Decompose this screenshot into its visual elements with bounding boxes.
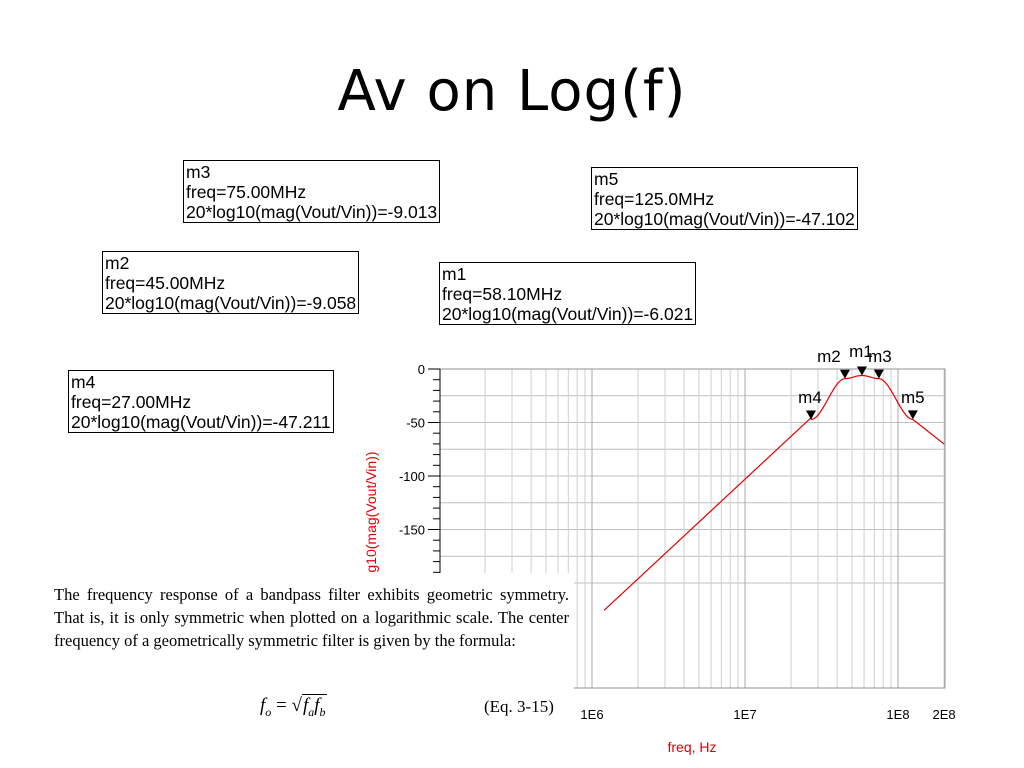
marker-box-freq: freq=75.00MHz [186, 182, 307, 202]
y-tick-label: -50 [406, 416, 425, 431]
y-tick-label: -150 [399, 523, 425, 538]
y-tick-label: -100 [399, 469, 425, 484]
marker-label-m4: m4 [798, 388, 822, 407]
marker-box-name: m5 [594, 169, 619, 189]
marker-box-freq: freq=27.00MHz [71, 392, 192, 412]
formula-equals: = [271, 695, 292, 716]
marker-box-name: m3 [186, 162, 211, 182]
formula-lhs-subscript: o [265, 704, 272, 719]
marker-box-value: 20*log10(mag(Vout/Vin))=-6.021 [442, 304, 694, 324]
x-tick-label: 1E8 [886, 707, 909, 722]
marker-box-name: m2 [105, 253, 130, 273]
formula-lhs: f [260, 695, 266, 716]
y-tick-label: 0 [418, 362, 425, 377]
x-tick-label: 1E7 [733, 707, 756, 722]
marker-box-value: 20*log10(mag(Vout/Vin))=-47.211 [71, 412, 331, 432]
formula-radicand: fafb [301, 694, 327, 719]
formula-f2-subscript: b [319, 704, 326, 719]
marker-box-m1: m1 freq=58.10MHz 20*log10(mag(Vout/Vin))… [439, 262, 697, 325]
textbook-excerpt: The frequency response of a bandpass fil… [38, 573, 574, 731]
response-curve [603, 374, 945, 611]
formula-f2: f [314, 695, 320, 716]
marker-label-m2: m2 [817, 347, 841, 366]
x-tick-label: 1E6 [580, 707, 603, 722]
marker-label-m1: m1 [849, 342, 873, 361]
marker-label-m5: m5 [901, 388, 925, 407]
x-tick-label: 2E8 [932, 707, 955, 722]
marker-box-value: 20*log10(mag(Vout/Vin))=-9.058 [105, 293, 357, 313]
marker-box-value: 20*log10(mag(Vout/Vin))=-9.013 [186, 202, 438, 222]
marker-box-freq: freq=58.10MHz [442, 284, 563, 304]
marker-box-m5: m5 freq=125.0MHz 20*log10(mag(Vout/Vin))… [591, 167, 858, 230]
marker-box-freq: freq=125.0MHz [594, 189, 715, 209]
marker-label-m3: m3 [868, 347, 892, 366]
marker-triangle-m2 [839, 369, 850, 379]
y-axis-label: 20*log10(mag(Vout/Vin)) [363, 451, 379, 604]
center-frequency-formula: fo = √fafb [260, 694, 327, 720]
slide-title: Av on Log(f) [337, 59, 687, 124]
marker-triangle-m3 [873, 369, 884, 379]
marker-box-value: 20*log10(mag(Vout/Vin))=-47.102 [594, 209, 855, 229]
marker-triangle-m1 [856, 366, 867, 376]
excerpt-paragraph: The frequency response of a bandpass fil… [54, 585, 569, 650]
marker-box-m4: m4 freq=27.00MHz 20*log10(mag(Vout/Vin))… [68, 370, 334, 433]
sqrt-icon: √ [291, 695, 302, 716]
marker-box-name: m1 [442, 264, 467, 284]
marker-triangle-m5 [907, 410, 918, 420]
marker-box-name: m4 [71, 372, 96, 392]
marker-triangle-m4 [805, 410, 816, 420]
x-axis-label: freq, Hz [667, 739, 716, 755]
equation-number: (Eq. 3-15) [484, 697, 554, 716]
formula-f1-subscript: a [308, 704, 315, 719]
marker-box-freq: freq=45.00MHz [105, 273, 226, 293]
marker-box-m2: m2 freq=45.00MHz 20*log10(mag(Vout/Vin))… [102, 251, 360, 314]
marker-box-m3: m3 freq=75.00MHz 20*log10(mag(Vout/Vin))… [183, 160, 441, 223]
formula-f1: f [302, 695, 309, 716]
